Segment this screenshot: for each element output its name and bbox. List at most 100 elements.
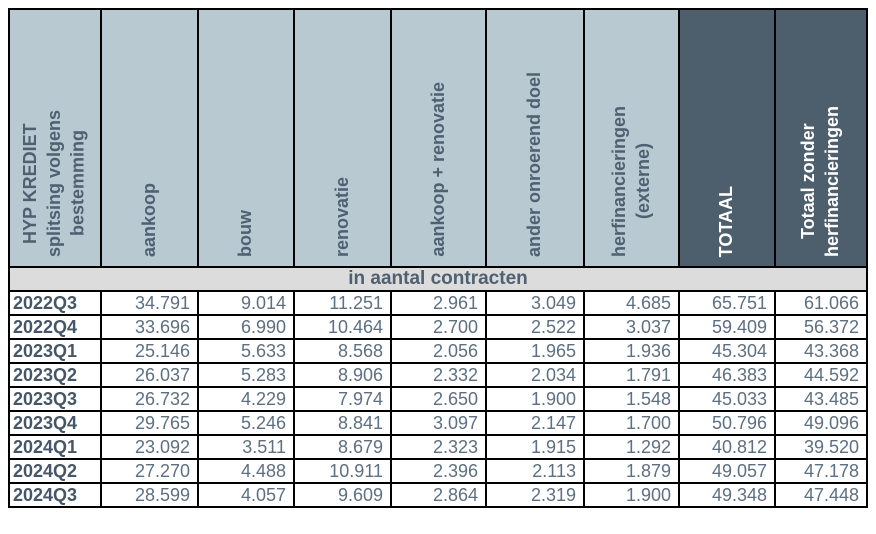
subheader-row: in aantal contracten: [8, 266, 868, 292]
value-cell: 45.033: [678, 386, 776, 412]
row-period-label: 2024Q2: [8, 458, 102, 484]
hyp-krediet-table: HYP KREDIET splitsing volgens bestemming…: [8, 8, 868, 508]
value-cell: 61.066: [774, 290, 868, 316]
row-period-label: 2022Q4: [8, 314, 102, 340]
value-cell: 6.990: [197, 314, 295, 340]
table-row: 2023Q3 26.732 4.229 7.974 2.650 1.900 1.548 45.…: [8, 386, 868, 412]
col-header-renovatie: renovatie: [293, 8, 392, 268]
value-cell: 2.961: [390, 290, 487, 316]
value-cell: 1.700: [583, 410, 680, 436]
value-cell: 1.965: [485, 338, 585, 364]
value-cell: 1.915: [485, 434, 585, 460]
col-header-label: Totaal zonder herfinancieringen: [798, 105, 842, 257]
col-header-label: herfinancieringen (externe): [608, 105, 653, 257]
value-cell: 1.900: [583, 482, 680, 508]
value-cell: 2.034: [485, 362, 585, 388]
col-header-label: ander onroerend doel: [524, 71, 545, 257]
value-cell: 10.911: [293, 458, 392, 484]
value-cell: 34.791: [100, 290, 199, 316]
value-cell: 25.146: [100, 338, 199, 364]
table-body: 2022Q3 34.791 9.014 11.251 2.961 3.049 4.685 65…: [8, 290, 868, 508]
value-cell: 3.097: [390, 410, 487, 436]
value-cell: 49.057: [678, 458, 776, 484]
value-cell: 9.609: [293, 482, 392, 508]
value-cell: 1.900: [485, 386, 585, 412]
value-cell: 26.732: [100, 386, 199, 412]
value-cell: 49.348: [678, 482, 776, 508]
row-period-label: 2022Q3: [8, 290, 102, 316]
value-cell: 5.283: [197, 362, 295, 388]
value-cell: 5.633: [197, 338, 295, 364]
table-row: 2023Q1 25.146 5.633 8.568 2.056 1.965 1.936 45.…: [8, 338, 868, 364]
col-header-totaal-zonder-herfinancieringen: Totaal zonder herfinancieringen: [774, 8, 868, 268]
value-cell: 45.304: [678, 338, 776, 364]
value-cell: 2.864: [390, 482, 487, 508]
corner-header-cell: HYP KREDIET splitsing volgens bestemming: [8, 8, 102, 268]
value-cell: 2.332: [390, 362, 487, 388]
table-row: 2023Q4 29.765 5.246 8.841 3.097 2.147 1.700 50.…: [8, 410, 868, 436]
value-cell: 43.485: [774, 386, 868, 412]
value-cell: 3.511: [197, 434, 295, 460]
value-cell: 29.765: [100, 410, 199, 436]
value-cell: 27.270: [100, 458, 199, 484]
value-cell: 9.014: [197, 290, 295, 316]
row-period-label: 2023Q3: [8, 386, 102, 412]
value-cell: 50.796: [678, 410, 776, 436]
value-cell: 44.592: [774, 362, 868, 388]
value-cell: 2.700: [390, 314, 487, 340]
row-period-label: 2024Q1: [8, 434, 102, 460]
col-header-label: renovatie: [331, 176, 352, 257]
col-header-label: TOTAAL: [716, 185, 737, 257]
value-cell: 2.319: [485, 482, 585, 508]
value-cell: 43.368: [774, 338, 868, 364]
value-cell: 2.650: [390, 386, 487, 412]
value-cell: 49.096: [774, 410, 868, 436]
value-cell: 65.751: [678, 290, 776, 316]
row-period-label: 2023Q4: [8, 410, 102, 436]
table-row: 2022Q4 33.696 6.990 10.464 2.700 2.522 3.037 59…: [8, 314, 868, 340]
value-cell: 1.292: [583, 434, 680, 460]
value-cell: 1.936: [583, 338, 680, 364]
value-cell: 8.679: [293, 434, 392, 460]
value-cell: 4.229: [197, 386, 295, 412]
value-cell: 28.599: [100, 482, 199, 508]
col-header-label: aankoop + renovatie: [427, 82, 448, 257]
table-row: 2024Q1 23.092 3.511 8.679 2.323 1.915 1.292 40.…: [8, 434, 868, 460]
row-period-label: 2023Q1: [8, 338, 102, 364]
value-cell: 2.522: [485, 314, 585, 340]
value-cell: 39.520: [774, 434, 868, 460]
table-row: 2023Q2 26.037 5.283 8.906 2.332 2.034 1.791 46.…: [8, 362, 868, 388]
col-header-label: bouw: [235, 210, 256, 257]
value-cell: 4.057: [197, 482, 295, 508]
value-cell: 47.178: [774, 458, 868, 484]
table-row: 2022Q3 34.791 9.014 11.251 2.961 3.049 4.685 65…: [8, 290, 868, 316]
value-cell: 2.396: [390, 458, 487, 484]
value-cell: 4.685: [583, 290, 680, 316]
value-cell: 40.812: [678, 434, 776, 460]
corner-header-wrap: HYP KREDIET splitsing volgens bestemming: [11, 14, 99, 265]
value-cell: 3.049: [485, 290, 585, 316]
value-cell: 2.323: [390, 434, 487, 460]
value-cell: 56.372: [774, 314, 868, 340]
value-cell: 23.092: [100, 434, 199, 460]
col-header-aankoop-renovatie: aankoop + renovatie: [390, 8, 487, 268]
value-cell: 1.791: [583, 362, 680, 388]
value-cell: 3.037: [583, 314, 680, 340]
row-period-label: 2024Q3: [8, 482, 102, 508]
header-row: HYP KREDIET splitsing volgens bestemming…: [8, 8, 868, 268]
value-cell: 11.251: [293, 290, 392, 316]
value-cell: 8.568: [293, 338, 392, 364]
corner-header-label: HYP KREDIET splitsing volgens bestemming: [20, 109, 88, 257]
value-cell: 1.879: [583, 458, 680, 484]
value-cell: 46.383: [678, 362, 776, 388]
col-header-aankoop: aankoop: [100, 8, 199, 268]
col-header-totaal: TOTAAL: [678, 8, 776, 268]
value-cell: 59.409: [678, 314, 776, 340]
value-cell: 8.906: [293, 362, 392, 388]
table-row: 2024Q2 27.270 4.488 10.911 2.396 2.113 1.879 49…: [8, 458, 868, 484]
value-cell: 2.056: [390, 338, 487, 364]
value-cell: 2.147: [485, 410, 585, 436]
value-cell: 8.841: [293, 410, 392, 436]
value-cell: 10.464: [293, 314, 392, 340]
value-cell: 47.448: [774, 482, 868, 508]
